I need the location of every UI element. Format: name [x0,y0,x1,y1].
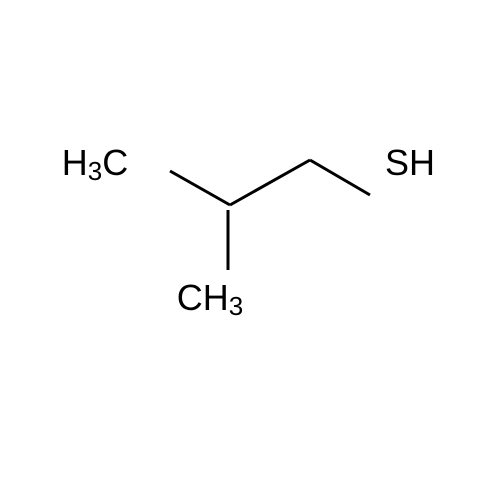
bond-line [170,171,230,205]
bond-line [230,160,310,205]
atom-label-ch3_bottom: CH3 [177,277,243,321]
molecule-diagram: H3C CH3 SH [0,0,500,500]
bond-line [310,160,370,195]
atom-label-sh: SH [385,142,435,183]
atoms-group: H3C CH3 SH [62,142,435,321]
atom-label-ch3_left: H3C [62,142,128,186]
bonds-group [170,160,370,270]
